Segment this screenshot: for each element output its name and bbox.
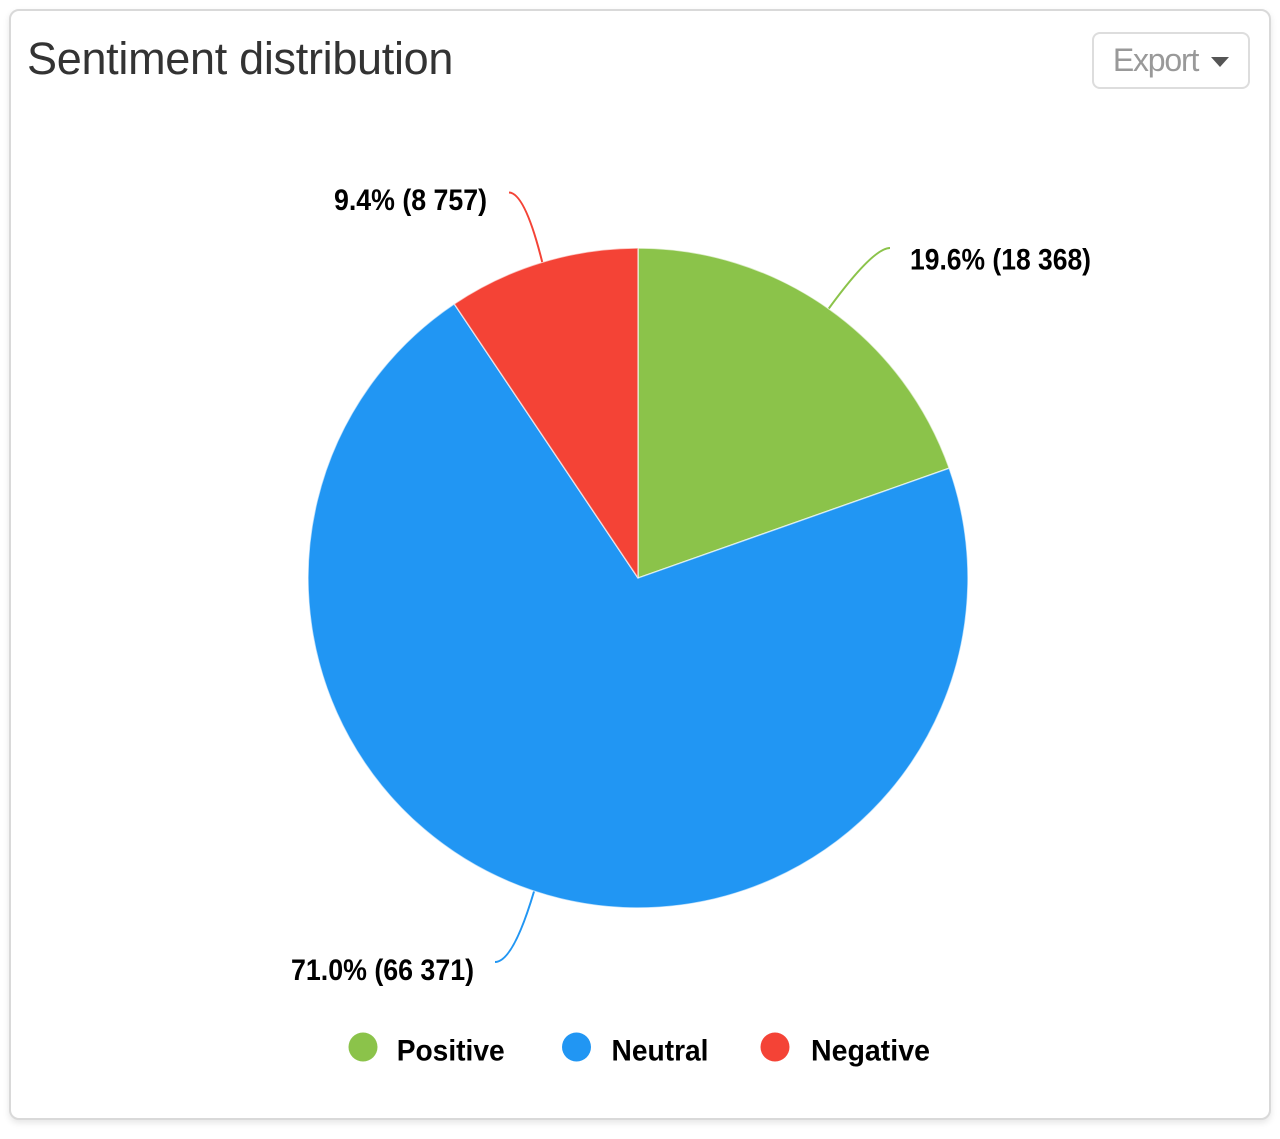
svg-text:71.0% (66 371): 71.0% (66 371): [291, 954, 474, 987]
svg-text:19.6% (18 368): 19.6% (18 368): [910, 244, 1091, 277]
svg-text:Neutral: Neutral: [612, 1035, 709, 1068]
svg-text:Positive: Positive: [397, 1035, 505, 1068]
svg-text:9.4% (8 757): 9.4% (8 757): [334, 184, 487, 217]
svg-text:Negative: Negative: [811, 1035, 930, 1068]
